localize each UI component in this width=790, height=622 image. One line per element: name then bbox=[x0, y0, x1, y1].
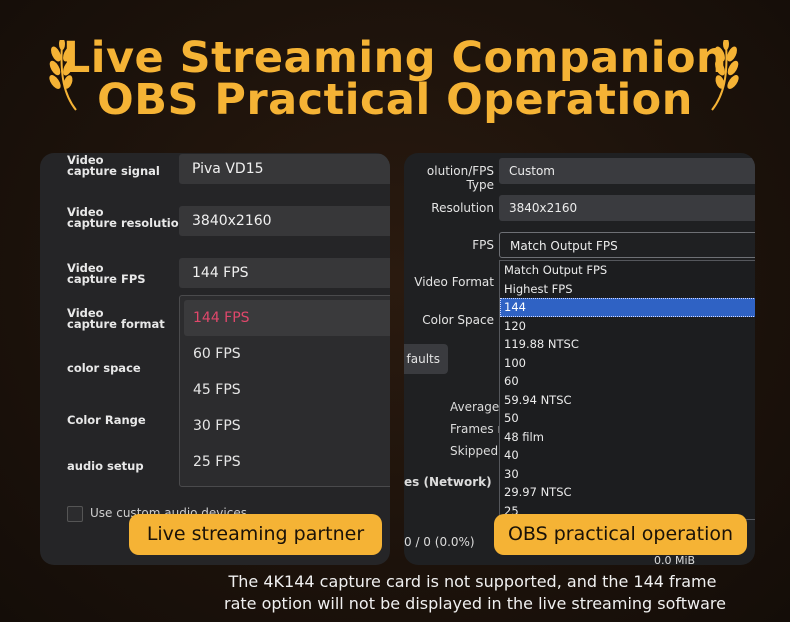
wheat-decoration-icon bbox=[711, 40, 739, 111]
fps-option[interactable]: 60 FPS bbox=[193, 346, 241, 362]
fps-list-item[interactable]: 119.88 NTSC bbox=[504, 337, 579, 351]
fps-list-item[interactable]: 100 bbox=[504, 355, 526, 370]
capture-fps-select[interactable]: 144 FPS bbox=[179, 258, 390, 288]
fps-list-item[interactable]: 144 bbox=[500, 298, 755, 317]
fps-option[interactable]: 45 FPS bbox=[193, 382, 241, 398]
fps-list-item[interactable]: 59.94 NTSC bbox=[504, 392, 572, 407]
resolution-label: Resolution bbox=[431, 201, 494, 215]
fps-dropdown-list: 144 FPS 60 FPS 45 FPS 30 FPS 25 FPS bbox=[179, 295, 390, 487]
fps-options-list: Match Output FPS Highest FPS 144 120 119… bbox=[499, 260, 755, 520]
capture-resolution-label: Video capture resolution bbox=[67, 205, 187, 230]
fps-list-item[interactable]: Match Output FPS bbox=[504, 263, 608, 277]
stat-frames: Frames m bbox=[450, 422, 510, 436]
fps-option[interactable]: 25 FPS bbox=[193, 454, 241, 470]
obs-practical-operation-badge: OBS practical operation bbox=[494, 514, 747, 555]
fps-option[interactable]: 30 FPS bbox=[193, 418, 241, 434]
custom-audio-checkbox[interactable] bbox=[67, 506, 83, 522]
title-line-1: Live Streaming Companion bbox=[62, 33, 728, 83]
capture-signal-label: Video capture signal bbox=[67, 153, 160, 178]
color-space-label: color space bbox=[67, 361, 141, 375]
dropped-frames-value: 0 / 0 (0.0%) bbox=[404, 535, 475, 549]
fps-list-item[interactable]: 40 bbox=[504, 448, 519, 462]
obs-settings-panel: olution/FPS Type Custom Resolution 3840x… bbox=[404, 153, 755, 565]
color-space-label: Color Space bbox=[422, 313, 494, 327]
res-fps-type-label: olution/FPS Type bbox=[426, 164, 494, 192]
color-range-label: Color Range bbox=[67, 413, 146, 427]
fps-list-item[interactable]: 29.97 NTSC bbox=[504, 485, 572, 499]
resolution-select[interactable]: 3840x2160 bbox=[499, 195, 755, 221]
fps-list-item[interactable]: Highest FPS bbox=[504, 281, 573, 296]
res-fps-type-select[interactable]: Custom bbox=[499, 158, 755, 184]
stat-skipped: Skipped f bbox=[450, 444, 507, 458]
wheat-decoration-icon bbox=[49, 40, 77, 111]
capture-resolution-select[interactable]: 3840x2160 bbox=[179, 206, 390, 236]
fps-label: FPS bbox=[472, 238, 494, 252]
title-line-2: OBS Practical Operation bbox=[97, 75, 693, 125]
defaults-button[interactable]: faults bbox=[404, 344, 448, 374]
data-output-value: 0.0 MiB bbox=[654, 554, 696, 565]
fps-list-item[interactable]: 48 film bbox=[504, 429, 544, 444]
fps-list-item[interactable]: 50 bbox=[504, 411, 519, 425]
capture-format-label: Video capture format bbox=[67, 306, 165, 331]
network-section-heading: es (Network) bbox=[404, 475, 492, 489]
fps-list-item[interactable]: 30 bbox=[504, 466, 519, 481]
fps-option[interactable]: 144 FPS bbox=[184, 300, 390, 336]
video-format-label: Video Format bbox=[414, 275, 494, 289]
audio-setup-label: audio setup bbox=[67, 459, 144, 473]
stat-average: Average t bbox=[450, 400, 508, 414]
live-streaming-settings-panel: Video capture signal Piva VD15 Video cap… bbox=[40, 153, 390, 565]
fps-list-item[interactable]: 120 bbox=[504, 318, 526, 333]
caption-line-1: The 4K144 capture card is not supported,… bbox=[228, 572, 717, 591]
live-streaming-partner-badge: Live streaming partner bbox=[129, 514, 382, 555]
capture-signal-select[interactable]: Piva VD15 bbox=[179, 154, 390, 184]
fps-list-item[interactable]: 60 bbox=[504, 374, 519, 388]
fps-select[interactable]: Match Output FPS bbox=[499, 232, 755, 258]
caption-line-2: rate option will not be displayed in the… bbox=[224, 594, 726, 613]
capture-fps-label: Video capture FPS bbox=[67, 261, 146, 286]
